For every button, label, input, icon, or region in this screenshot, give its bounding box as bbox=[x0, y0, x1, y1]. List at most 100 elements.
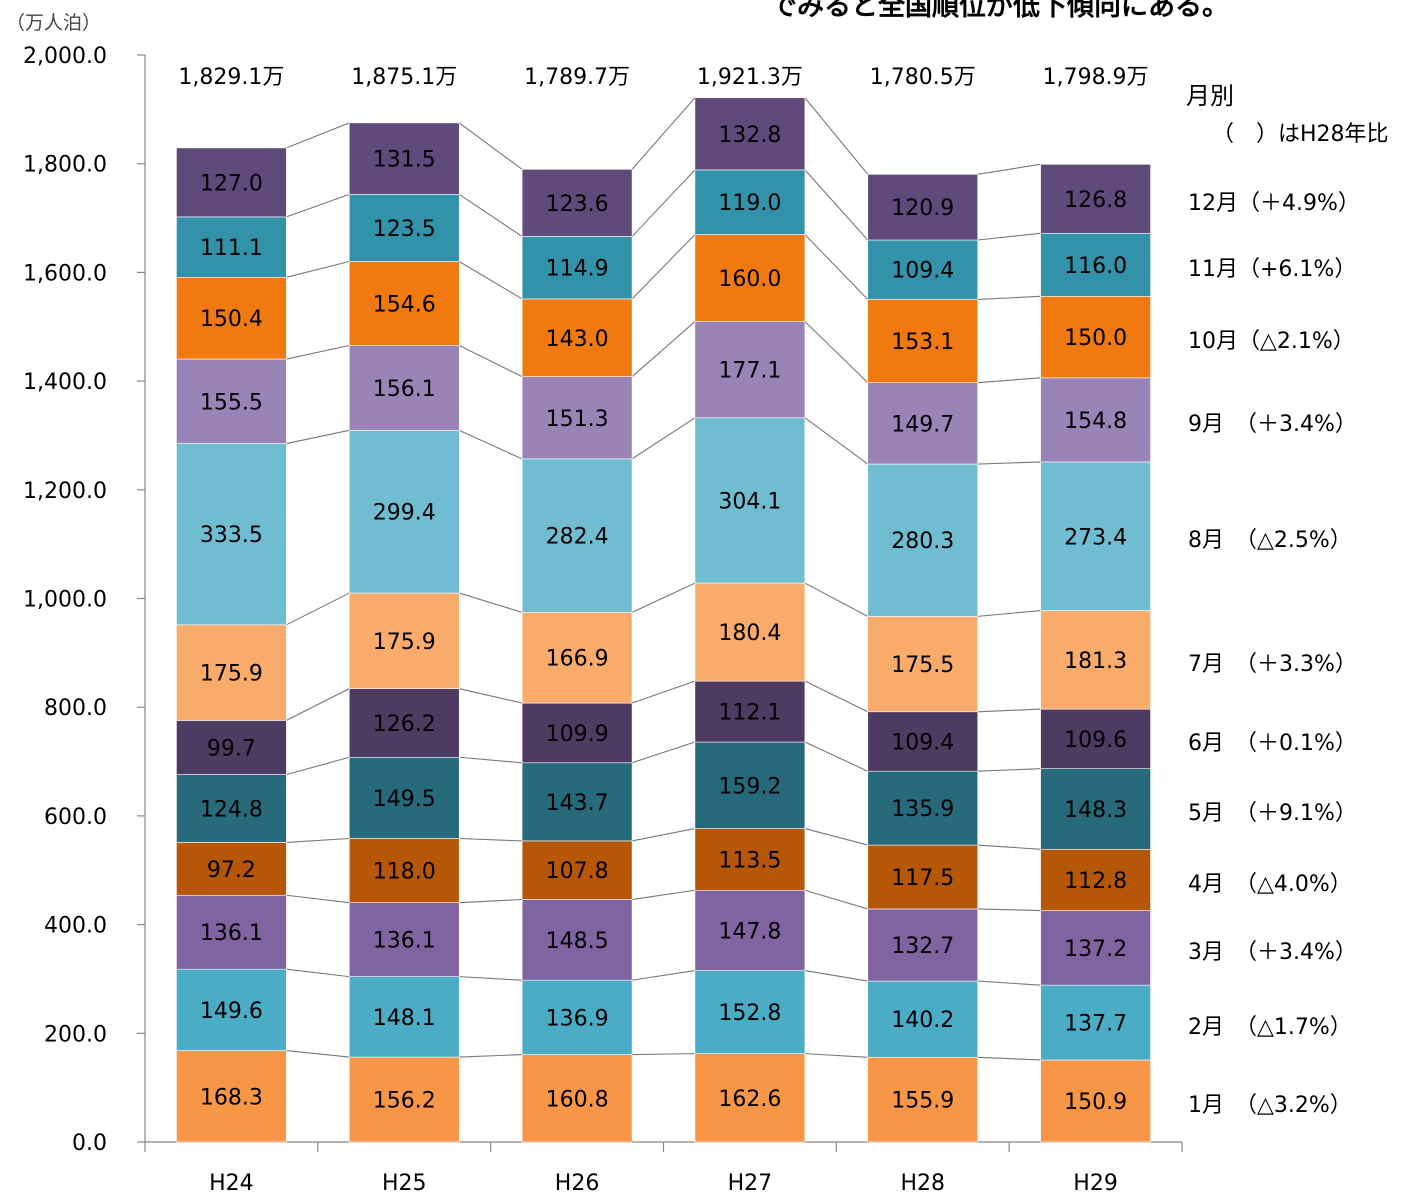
bar-total-label: 1,921.3万 bbox=[697, 65, 803, 90]
bar-segment bbox=[867, 616, 979, 713]
bar-segment bbox=[694, 680, 806, 743]
series-connector-line bbox=[977, 980, 1041, 986]
series-connector-line bbox=[632, 1053, 695, 1056]
legend-item: 10月（△2.1%） bbox=[1188, 329, 1355, 355]
bar-value-label: 156.1 bbox=[373, 377, 436, 402]
bar-segment bbox=[1040, 1059, 1151, 1143]
bar-value-label: 143.7 bbox=[546, 791, 609, 816]
bar-total-label: 1,829.1万 bbox=[178, 65, 284, 90]
legend-title: 月別 bbox=[1186, 82, 1234, 110]
bar-segment bbox=[176, 147, 287, 218]
series-connector-line bbox=[458, 193, 523, 237]
bar-total-label: 1,875.1万 bbox=[351, 65, 457, 90]
bar-value-label: 148.5 bbox=[546, 929, 609, 954]
y-tick-label: 1,800.0 bbox=[23, 153, 107, 178]
bar-segment bbox=[1040, 164, 1151, 234]
bar-segment bbox=[176, 968, 287, 1051]
bar-segment bbox=[1040, 377, 1151, 463]
series-connector-line bbox=[286, 1049, 350, 1058]
bar-value-label: 136.1 bbox=[200, 921, 263, 946]
y-axis-unit-label: （万人泊） bbox=[6, 12, 102, 34]
bar-segment bbox=[176, 624, 287, 721]
series-connector-line bbox=[804, 828, 868, 846]
bar-segment bbox=[176, 774, 287, 843]
bar-segment bbox=[1040, 848, 1151, 911]
bar-segment bbox=[867, 299, 979, 383]
bar-value-label: 107.8 bbox=[546, 859, 609, 884]
series-connector-line bbox=[286, 837, 350, 843]
bar-segment bbox=[521, 376, 633, 460]
bar-value-label: 135.9 bbox=[891, 797, 954, 822]
bar-segment bbox=[348, 430, 460, 594]
series-connector-line bbox=[459, 756, 523, 764]
bar-value-label: 151.3 bbox=[546, 407, 609, 432]
bar-segment bbox=[694, 741, 806, 829]
bar-value-label: 112.8 bbox=[1064, 869, 1127, 894]
bar-segment bbox=[348, 261, 460, 346]
bar-value-label: 136.1 bbox=[373, 929, 436, 954]
bar-value-label: 150.4 bbox=[200, 307, 263, 332]
series-connector-line bbox=[804, 321, 869, 384]
bar-segment bbox=[694, 828, 806, 891]
bar-value-label: 124.8 bbox=[200, 798, 263, 823]
bar-total-label: 1,789.7万 bbox=[524, 65, 630, 90]
bar-value-label: 137.2 bbox=[1064, 937, 1127, 962]
bar-value-label: 109.4 bbox=[891, 730, 954, 755]
bar-segment bbox=[176, 358, 287, 444]
bar-segment bbox=[694, 970, 806, 1054]
bar-value-label: 114.9 bbox=[546, 257, 609, 282]
y-tick-label: 200.0 bbox=[44, 1022, 107, 1047]
y-tick-label: 2,000.0 bbox=[23, 44, 107, 69]
bar-total-label: 1,780.5万 bbox=[870, 65, 976, 90]
bar-value-label: 131.5 bbox=[373, 148, 436, 173]
bar-segment bbox=[867, 770, 979, 846]
bar-value-label: 143.0 bbox=[546, 327, 609, 352]
bar-value-label: 152.8 bbox=[718, 1001, 781, 1026]
bar-value-label: 132.8 bbox=[718, 123, 781, 148]
series-connector-line bbox=[458, 261, 523, 300]
bar-segment bbox=[867, 382, 979, 465]
bar-segment bbox=[694, 1053, 806, 1143]
bar-segment bbox=[1040, 708, 1151, 769]
x-category-label: H24 bbox=[209, 1171, 254, 1196]
series-connector-line bbox=[286, 894, 350, 904]
bar-segment bbox=[521, 762, 633, 842]
bar-value-label: 149.5 bbox=[373, 787, 436, 812]
x-category-label: H25 bbox=[382, 1171, 427, 1196]
bar-value-label: 132.7 bbox=[891, 934, 954, 959]
series-connector-line bbox=[804, 680, 868, 713]
series-connector-line bbox=[804, 417, 869, 465]
bar-segment bbox=[867, 173, 979, 241]
bar-segment bbox=[694, 97, 806, 171]
series-connector-line bbox=[459, 592, 523, 613]
bar-value-label: 149.7 bbox=[891, 412, 954, 437]
series-connector-line bbox=[977, 610, 1041, 617]
bar-value-label: 150.0 bbox=[1064, 326, 1127, 351]
series-connector-line bbox=[631, 97, 696, 170]
series-connector-line bbox=[804, 741, 868, 772]
bar-value-label: 118.0 bbox=[373, 860, 436, 885]
bar-value-label: 150.9 bbox=[1064, 1090, 1127, 1115]
bar-segment bbox=[521, 1054, 633, 1143]
bar-segment bbox=[348, 688, 460, 758]
clipped-heading-text: でみると全国順位が低下傾向にある。 bbox=[770, 0, 1229, 22]
series-connector-line bbox=[804, 1053, 868, 1058]
bar-segment bbox=[176, 1050, 287, 1143]
series-connector-line bbox=[631, 680, 696, 704]
bar-segment bbox=[1040, 984, 1151, 1061]
bar-value-label: 97.2 bbox=[207, 858, 256, 883]
bar-segment bbox=[348, 592, 460, 689]
series-connector-line bbox=[631, 321, 696, 378]
bar-value-label: 175.9 bbox=[200, 662, 263, 687]
bar-value-label: 109.4 bbox=[891, 259, 954, 284]
series-connector-line bbox=[631, 741, 696, 764]
bar-value-label: 280.3 bbox=[891, 529, 954, 554]
series-connector-line bbox=[459, 837, 523, 842]
y-tick-label: 1,000.0 bbox=[23, 588, 107, 613]
bar-segment bbox=[521, 840, 633, 900]
legend-item: 9月 （＋3.4%） bbox=[1188, 411, 1357, 437]
legend-item: 11月（+6.1%） bbox=[1188, 256, 1357, 282]
bar-segment bbox=[694, 234, 806, 322]
x-category-label: H26 bbox=[555, 1171, 600, 1196]
